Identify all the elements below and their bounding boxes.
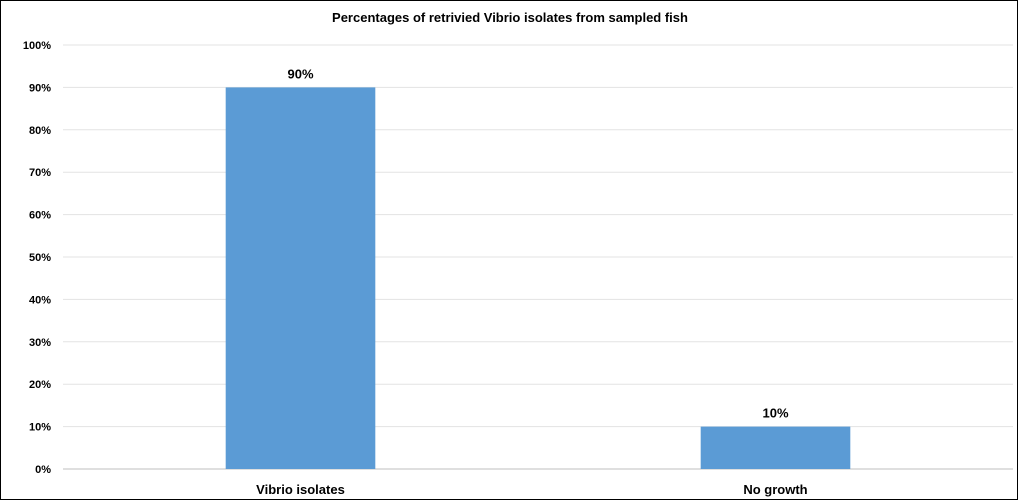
y-tick-label: 100% [23, 40, 51, 52]
y-tick-label: 10% [29, 422, 51, 434]
y-tick-label: 40% [29, 294, 51, 306]
y-tick-label: 60% [29, 210, 51, 222]
x-tick-label: No growth [743, 482, 807, 497]
data-label: 10% [762, 406, 788, 421]
y-tick-label: 90% [29, 82, 51, 94]
gridlines [63, 44, 1013, 470]
y-tick-label: 80% [29, 125, 51, 137]
y-tick-label: 20% [29, 379, 51, 391]
bar [225, 87, 376, 470]
y-tick-label: 0% [35, 464, 51, 476]
bars [225, 87, 851, 470]
data-label: 90% [287, 66, 313, 81]
bar [700, 426, 851, 469]
x-tick-label: Vibrio isolates [256, 482, 345, 497]
y-tick-label: 30% [29, 337, 51, 349]
y-tick-label: 50% [29, 252, 51, 264]
chart-title: Percentages of retrivied Vibrio isolates… [332, 10, 688, 25]
y-tick-label: 70% [29, 167, 51, 179]
labels: 0% 10% 20% 30% 40% 50% 60% 70% 80% 90% 100% 90% Vibr… [23, 40, 808, 497]
